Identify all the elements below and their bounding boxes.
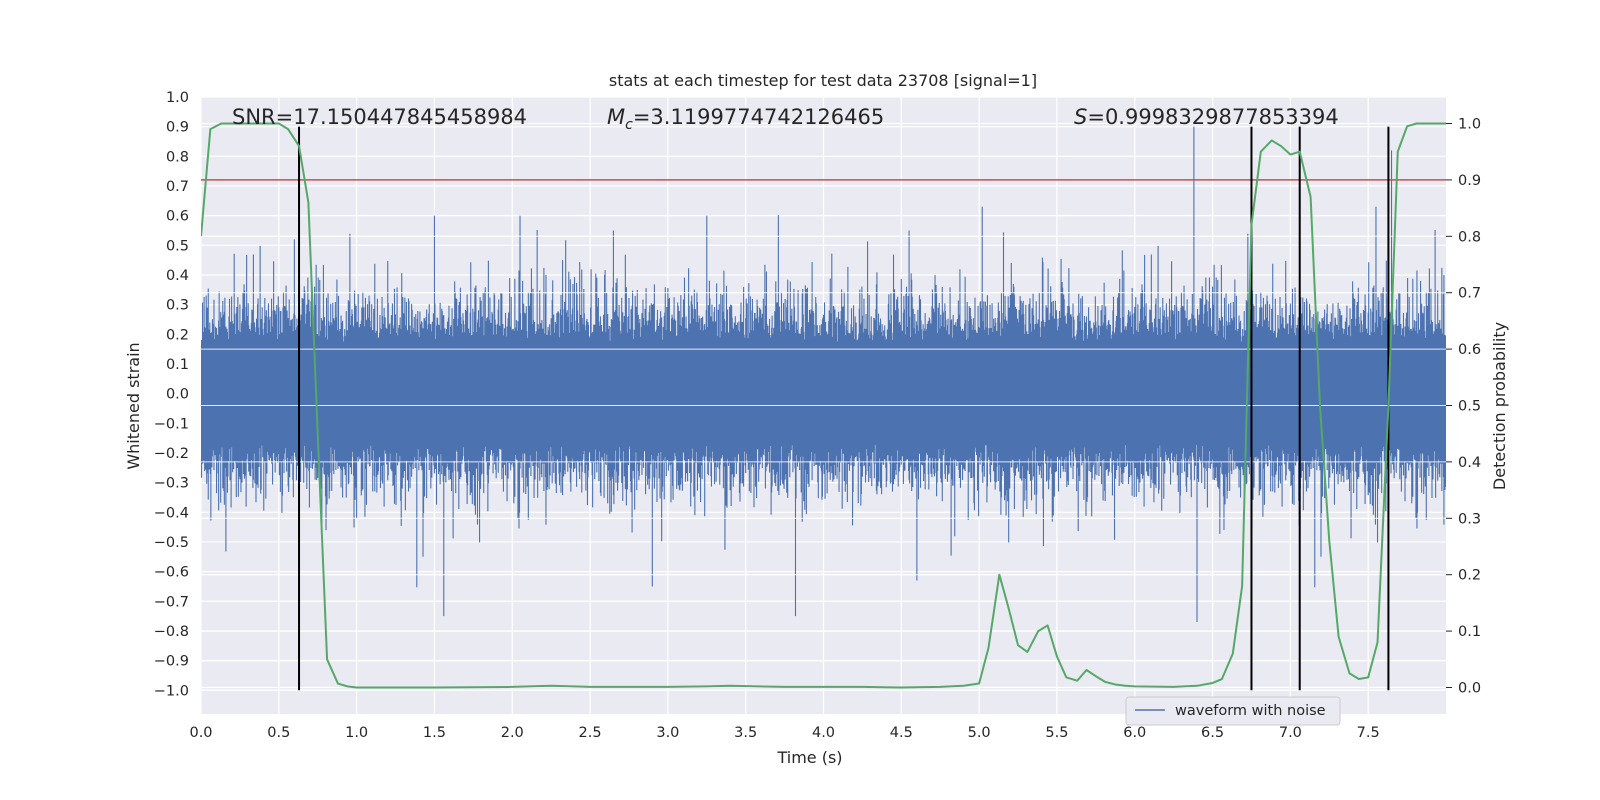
x-tick-label: 6.5 bbox=[1201, 725, 1224, 741]
x-tick-label: 0.0 bbox=[189, 725, 212, 741]
y-tick-label: 0.7 bbox=[166, 179, 189, 195]
y-tick-label: −0.7 bbox=[154, 594, 189, 610]
y2-tick-label: 0.5 bbox=[1458, 399, 1481, 415]
x-tick-label: 3.0 bbox=[656, 725, 679, 741]
y2-tick-label: 0.2 bbox=[1458, 568, 1481, 584]
y-tick-label: 0.5 bbox=[166, 238, 189, 254]
y-tick-label: 0.0 bbox=[166, 387, 189, 403]
y2-tick-label: 0.1 bbox=[1458, 624, 1481, 640]
overlay-lines bbox=[201, 122, 1446, 691]
y-tick-label: −0.9 bbox=[154, 654, 189, 670]
y2-tick-labels: 1.0 0.9 0.8 0.7 0.6 0.5 0.4 0.3 0.2 0.1 0.0 bbox=[1446, 117, 1481, 696]
x-tick-label: 2.5 bbox=[579, 725, 602, 741]
x-tick-label: 7.0 bbox=[1279, 725, 1302, 741]
y2-tick-label: 0.0 bbox=[1458, 680, 1481, 696]
score-symbol: S bbox=[1074, 105, 1087, 129]
y-tick-label: 0.6 bbox=[166, 209, 189, 225]
chirp-mass-annotation: Mc=3.1199774742126465 bbox=[607, 105, 884, 133]
x-tick-label: 6.0 bbox=[1123, 725, 1146, 741]
score-annotation: S=0.9998329877853394 bbox=[1074, 105, 1339, 129]
snr-annotation: SNR=17.150447845458984 bbox=[232, 105, 527, 129]
chirp-mass-value: =3.1199774742126465 bbox=[633, 105, 884, 129]
y2-axis-label: Detection probability bbox=[1490, 322, 1509, 490]
y-tick-label: 0.8 bbox=[166, 149, 189, 165]
chirp-mass-symbol: M bbox=[607, 105, 625, 129]
y-tick-label: 0.4 bbox=[166, 268, 189, 284]
chart-title: stats at each timestep for test data 237… bbox=[609, 71, 1037, 90]
y-tick-label: 1.0 bbox=[166, 90, 189, 106]
y-tick-label: 0.2 bbox=[166, 327, 189, 343]
x-tick-label: 1.5 bbox=[423, 725, 446, 741]
y-axis-label: Whitened strain bbox=[124, 342, 143, 469]
legend-box bbox=[1125, 696, 1341, 726]
y-tick-label: 0.1 bbox=[166, 357, 189, 373]
x-tick-label: 5.5 bbox=[1045, 725, 1068, 741]
y-tick-label: 0.3 bbox=[166, 298, 189, 314]
y2-tick-label: 0.7 bbox=[1458, 286, 1481, 302]
waveform-trace bbox=[201, 126, 1446, 691]
y-tick-label: −0.1 bbox=[154, 416, 189, 432]
x-tick-label: 7.5 bbox=[1357, 725, 1380, 741]
x-tick-label: 1.0 bbox=[345, 725, 368, 741]
legend-label-waveform: waveform with noise bbox=[1175, 703, 1326, 719]
y-tick-label: −0.6 bbox=[154, 565, 189, 581]
y-tick-label: −0.5 bbox=[154, 535, 189, 551]
y2-tick-label: 1.0 bbox=[1458, 117, 1481, 133]
y2-tick-label: 0.8 bbox=[1458, 229, 1481, 245]
y-tick-label: −0.4 bbox=[154, 505, 189, 521]
detection-probability-line bbox=[201, 122, 1446, 689]
x-tick-label: 2.0 bbox=[501, 725, 524, 741]
y-tick-label: −1.0 bbox=[154, 683, 189, 699]
y2-tick-label: 0.3 bbox=[1458, 511, 1481, 527]
x-tick-labels: 0.0 0.5 1.0 1.5 2.0 2.5 3.0 3.5 4.0 4.5 5.0 5.5 6.0 6… bbox=[189, 725, 1379, 741]
y-tick-label: −0.8 bbox=[154, 624, 189, 640]
x-tick-label: 4.5 bbox=[890, 725, 913, 741]
score-value: =0.9998329877853394 bbox=[1087, 105, 1338, 129]
chirp-mass-subscript: c bbox=[625, 117, 633, 133]
x-tick-label: 5.0 bbox=[968, 725, 991, 741]
x-tick-label: 0.5 bbox=[267, 725, 290, 741]
y-tick-label: 0.9 bbox=[166, 120, 189, 136]
legend: waveform with noise bbox=[1125, 696, 1341, 726]
y-tick-label: −0.2 bbox=[154, 446, 189, 462]
x-tick-label: 4.0 bbox=[812, 725, 835, 741]
y2-tick-label: 0.6 bbox=[1458, 342, 1481, 358]
x-tick-label: 3.5 bbox=[734, 725, 757, 741]
x-axis-label: Time (s) bbox=[776, 748, 842, 767]
y2-tick-label: 0.9 bbox=[1458, 173, 1481, 189]
y-tick-label: −0.3 bbox=[154, 476, 189, 492]
y-tick-labels: 1.0 0.9 0.8 0.7 0.6 0.5 0.4 0.3 0.2 0.1 0.0 −0.1 −0.… bbox=[154, 90, 189, 699]
y2-tick-label: 0.4 bbox=[1458, 455, 1481, 471]
